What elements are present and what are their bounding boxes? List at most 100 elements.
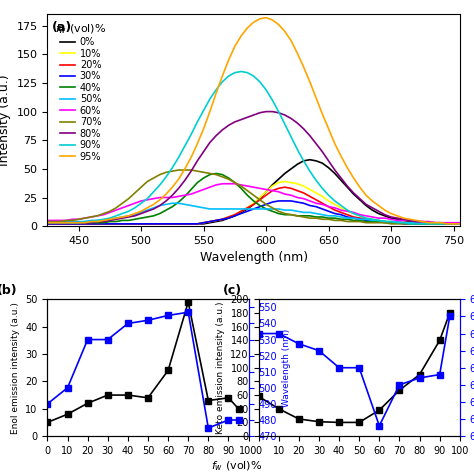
20% (363, 217, 369, 222)
10% (432, 221, 438, 227)
0% (232, 213, 237, 219)
50% (45, 219, 50, 224)
0% (213, 219, 219, 224)
40% (363, 219, 369, 224)
0% (45, 221, 50, 227)
Line: 80%: 80% (47, 111, 460, 224)
60% (76, 217, 82, 222)
60% (457, 220, 463, 226)
95% (445, 221, 450, 227)
20% (94, 221, 100, 227)
0% (363, 203, 369, 209)
20% (432, 221, 438, 227)
95% (363, 192, 369, 198)
95% (426, 220, 431, 226)
30% (363, 218, 369, 223)
60% (219, 181, 225, 187)
80% (426, 220, 431, 226)
60% (213, 182, 219, 188)
10% (282, 179, 288, 184)
20% (213, 218, 219, 223)
Legend: 0%, 10%, 20%, 30%, 40%, 50%, 60%, 70%, 80%, 90%, 95%: 0%, 10%, 20%, 30%, 40%, 50%, 60%, 70%, 8… (52, 19, 109, 164)
30% (213, 218, 219, 223)
30% (276, 198, 282, 204)
10% (363, 215, 369, 221)
90% (232, 70, 237, 75)
30% (107, 221, 113, 227)
40% (213, 171, 219, 176)
Text: (b): (b) (0, 283, 18, 297)
80% (232, 119, 237, 125)
Line: 90%: 90% (47, 72, 460, 224)
50% (363, 217, 369, 222)
60% (432, 220, 438, 226)
70% (176, 167, 182, 173)
40% (94, 220, 100, 226)
70% (363, 220, 369, 226)
Text: $f_w$ (vol)%: $f_w$ (vol)% (211, 459, 263, 473)
Line: 40%: 40% (47, 173, 460, 224)
30% (45, 221, 50, 227)
30% (457, 221, 463, 227)
50% (219, 206, 225, 212)
90% (45, 220, 50, 226)
70% (94, 213, 100, 219)
90% (76, 220, 82, 226)
40% (45, 220, 50, 226)
90% (407, 221, 413, 227)
95% (213, 91, 219, 96)
90% (213, 87, 219, 93)
0% (94, 221, 100, 227)
60% (94, 213, 100, 219)
Text: (a): (a) (52, 20, 72, 34)
60% (426, 219, 431, 224)
Text: (c): (c) (222, 283, 242, 297)
10% (107, 221, 113, 227)
40% (238, 185, 244, 191)
0% (307, 157, 313, 163)
20% (232, 212, 237, 218)
80% (457, 221, 463, 227)
40% (407, 221, 413, 227)
80% (76, 220, 82, 226)
Y-axis label: Enol emission intensity (a.u.): Enol emission intensity (a.u.) (11, 302, 20, 434)
40% (457, 221, 463, 227)
80% (263, 109, 269, 114)
70% (432, 221, 438, 227)
Line: 70%: 70% (47, 170, 460, 224)
10% (213, 218, 219, 223)
90% (457, 221, 463, 227)
Line: 0%: 0% (47, 160, 460, 224)
60% (238, 182, 244, 188)
0% (432, 220, 438, 226)
40% (76, 220, 82, 226)
95% (232, 44, 237, 49)
50% (76, 219, 82, 224)
20% (45, 221, 50, 227)
Line: 30%: 30% (47, 201, 460, 224)
80% (445, 221, 450, 227)
95% (263, 15, 269, 20)
60% (363, 213, 369, 219)
30% (94, 221, 100, 227)
Line: 95%: 95% (47, 18, 460, 224)
Line: 50%: 50% (47, 203, 460, 224)
20% (282, 184, 288, 190)
90% (432, 221, 438, 227)
Line: 20%: 20% (47, 187, 460, 224)
10% (94, 221, 100, 227)
Y-axis label: Intensity (a.u.): Intensity (a.u.) (0, 74, 11, 166)
70% (388, 221, 394, 227)
20% (107, 221, 113, 227)
70% (45, 219, 50, 224)
30% (232, 213, 237, 219)
80% (94, 219, 100, 224)
90% (363, 215, 369, 221)
95% (45, 220, 50, 226)
80% (363, 201, 369, 207)
50% (432, 221, 438, 227)
X-axis label: Wavelength (nm): Wavelength (nm) (200, 251, 308, 264)
0% (457, 221, 463, 227)
0% (107, 221, 113, 227)
10% (457, 221, 463, 227)
